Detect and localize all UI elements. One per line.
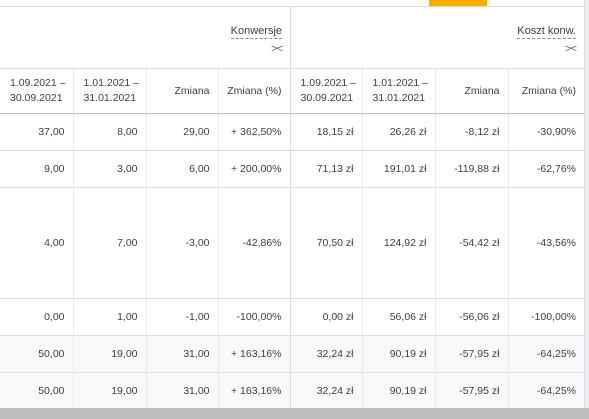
table-cell: -57,95 zł	[435, 372, 509, 409]
table-cell: -64,25%	[508, 372, 584, 409]
table-cell: 32,24 zł	[290, 335, 363, 373]
table-cell: 1,00	[73, 298, 147, 336]
top-divider	[0, 6, 589, 7]
table-cell: -100,00%	[508, 298, 584, 336]
table-row: 0,00 1,00 -1,00 -100,00% 0,00 zł 56,06 z…	[0, 298, 584, 336]
table-cell: 90,19 zł	[362, 372, 436, 409]
table-cell: + 362,50%	[218, 113, 291, 151]
table-cell: + 163,16%	[218, 372, 291, 409]
table-row: 9,00 3,00 6,00 + 200,00% 71,13 zł 191,01…	[0, 150, 584, 188]
table-row: 37,00 8,00 29,00 + 362,50% 18,15 zł 26,2…	[0, 113, 584, 151]
table-cell: 29,00	[146, 113, 219, 151]
col-conv-period-current[interactable]: 1.09.2021 –30.09.2021	[0, 69, 74, 114]
table-cell: 90,19 zł	[362, 335, 436, 373]
table-cell: 19,00	[73, 372, 147, 409]
column-header-row: 1.09.2021 –30.09.2021 1.01.2021 –31.01.2…	[0, 69, 584, 114]
table-cell: -62,76%	[508, 150, 584, 188]
table-cell: 0,00 zł	[290, 298, 363, 336]
table-cell: 6,00	[146, 150, 219, 188]
col-conv-change-percent[interactable]: Zmiana (%)	[218, 69, 291, 114]
table-cell: -54,42 zł	[435, 187, 509, 299]
panel-edge-line	[584, 0, 585, 419]
col-conv-period-previous[interactable]: 1.01.2021 –31.01.2021	[73, 69, 147, 114]
table-cell: + 163,16%	[218, 335, 291, 373]
table-cell: 3,00	[73, 150, 147, 188]
comparison-table: 1.09.2021 –30.09.2021 1.01.2021 –31.01.2…	[0, 69, 584, 409]
cost-per-conversion-metric-title[interactable]: Koszt konw.	[517, 25, 576, 39]
table-cell: 8,00	[73, 113, 147, 151]
table-cell: 191,01 zł	[362, 150, 436, 188]
table-cell: -1,00	[146, 298, 219, 336]
table-cell: -57,95 zł	[435, 335, 509, 373]
table-cell: 50,00	[0, 372, 74, 409]
table-cell: -100,00%	[218, 298, 291, 336]
col-conv-change[interactable]: Zmiana	[146, 69, 219, 114]
table-cell: + 200,00%	[218, 150, 291, 188]
table-cell: -43,56%	[508, 187, 584, 299]
header-divider	[0, 68, 584, 69]
col-cost-change-percent[interactable]: Zmiana (%)	[508, 69, 584, 114]
col-cost-change[interactable]: Zmiana	[435, 69, 509, 114]
table-cell: -64,25%	[508, 335, 584, 373]
collapse-expand-icon[interactable]: ><	[565, 43, 577, 55]
conversions-metric-title[interactable]: Konwersje	[230, 25, 282, 39]
col-cost-period-current[interactable]: 1.09.2021 –30.09.2021	[290, 69, 363, 114]
table-cell: 37,00	[0, 113, 74, 151]
total-row: 50,00 19,00 31,00 + 163,16% 32,24 zł 90,…	[0, 335, 584, 373]
table-cell: -3,00	[146, 187, 219, 299]
table-cell: -30,90%	[508, 113, 584, 151]
active-tab-indicator	[429, 0, 487, 6]
table-cell: 31,00	[146, 372, 219, 409]
table-cell: -42,86%	[218, 187, 291, 299]
total-row: 50,00 19,00 31,00 + 163,16% 32,24 zł 90,…	[0, 372, 584, 409]
table-cell: 19,00	[73, 335, 147, 373]
group-header-cost-per-conversion: Koszt konw. ><	[290, 7, 584, 68]
table-cell: 0,00	[0, 298, 74, 336]
table-cell: 70,50 zł	[290, 187, 363, 299]
col-cost-period-previous[interactable]: 1.01.2021 –31.01.2021	[362, 69, 436, 114]
table-cell: 31,00	[146, 335, 219, 373]
table-row: 4,00 7,00 -3,00 -42,86% 70,50 zł 124,92 …	[0, 187, 584, 299]
table-cell: 50,00	[0, 335, 74, 373]
vertical-scrollbar-track[interactable]	[585, 0, 589, 419]
table-cell: 56,06 zł	[362, 298, 436, 336]
table-cell: 18,15 zł	[290, 113, 363, 151]
group-header-conversions: Konwersje ><	[0, 7, 291, 68]
horizontal-scrollbar[interactable]	[0, 408, 589, 419]
table-cell: -8,12 zł	[435, 113, 509, 151]
table-cell: 71,13 zł	[290, 150, 363, 188]
table-cell: 9,00	[0, 150, 74, 188]
table-cell: 32,24 zł	[290, 372, 363, 409]
table-cell: 7,00	[73, 187, 147, 299]
table-cell: 26,26 zł	[362, 113, 436, 151]
table-cell: -56,06 zł	[435, 298, 509, 336]
table-cell: -119,88 zł	[435, 150, 509, 188]
table-cell: 124,92 zł	[362, 187, 436, 299]
collapse-expand-icon[interactable]: ><	[271, 43, 283, 55]
table-cell: 4,00	[0, 187, 74, 299]
